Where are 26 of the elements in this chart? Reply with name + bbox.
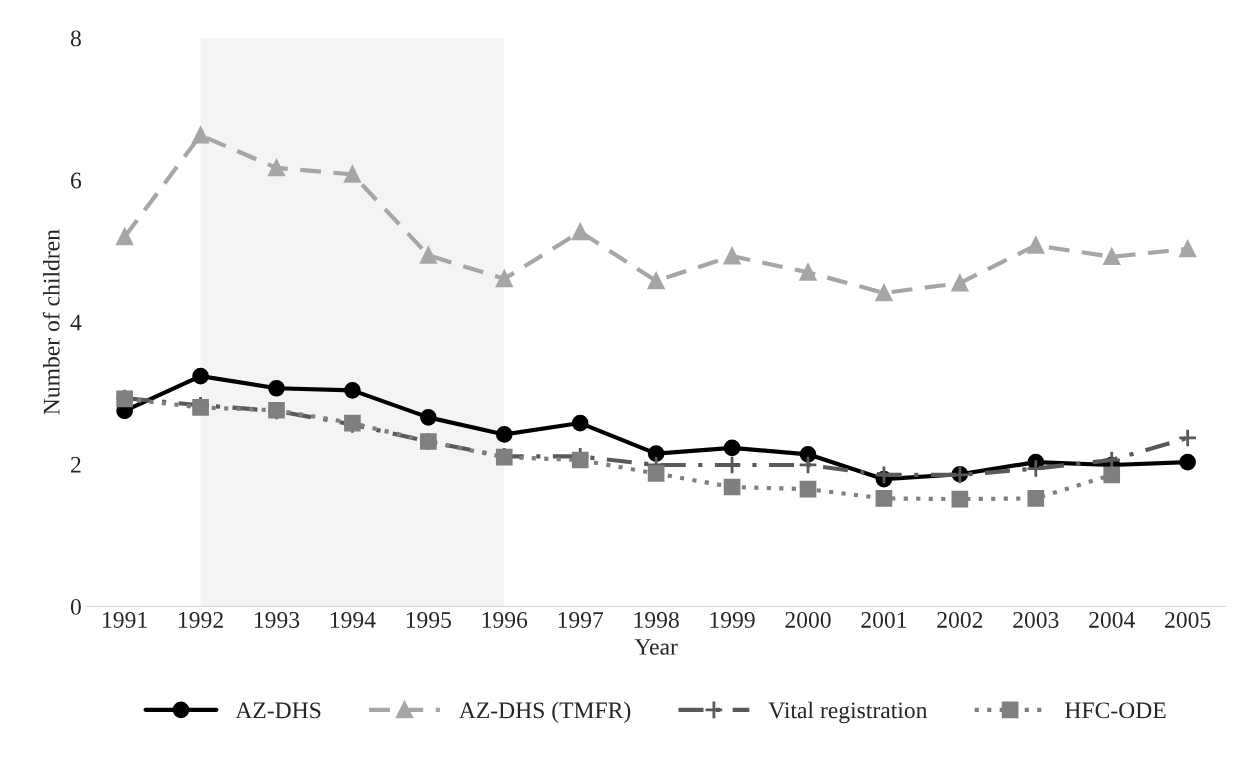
x-tick-label: 1994 xyxy=(330,612,376,628)
y-tick-label: 6 xyxy=(71,172,82,189)
x-tick-label: 1993 xyxy=(254,612,300,628)
x-tick-label: 2000 xyxy=(785,611,831,628)
x-tick-label: 1991 xyxy=(103,612,147,628)
legend-label: HFC-ODE xyxy=(1065,702,1166,719)
y-tick-label: 0 xyxy=(70,598,81,615)
x-tick-label: 1995 xyxy=(406,612,452,628)
x-tick-label: 2004 xyxy=(1089,611,1135,628)
x-tick-label: 1999 xyxy=(710,612,755,628)
x-tick-label: 1996 xyxy=(482,612,528,628)
legend-label: Vital registration xyxy=(768,701,928,724)
y-tick-label: 8 xyxy=(70,30,81,47)
x-tick-label: 2003 xyxy=(1013,611,1059,628)
legend-label: AZ-DHS (TMFR) xyxy=(459,701,631,724)
x-tick-label: 2005 xyxy=(1165,611,1211,628)
x-tick-label: 1997 xyxy=(558,612,604,628)
x-tick-label: 2002 xyxy=(937,611,983,628)
y-axis-title: Number of children xyxy=(42,229,60,415)
x-axis-title: Year xyxy=(634,639,678,655)
x-tick-label: 2001 xyxy=(861,611,907,628)
x-tick-label: 1992 xyxy=(179,612,223,628)
legend-label: AZ-DHS xyxy=(235,702,321,719)
y-tick-label: 4 xyxy=(70,314,82,331)
y-tick-label: 2 xyxy=(71,456,81,473)
x-tick-label: 1998 xyxy=(634,611,679,628)
